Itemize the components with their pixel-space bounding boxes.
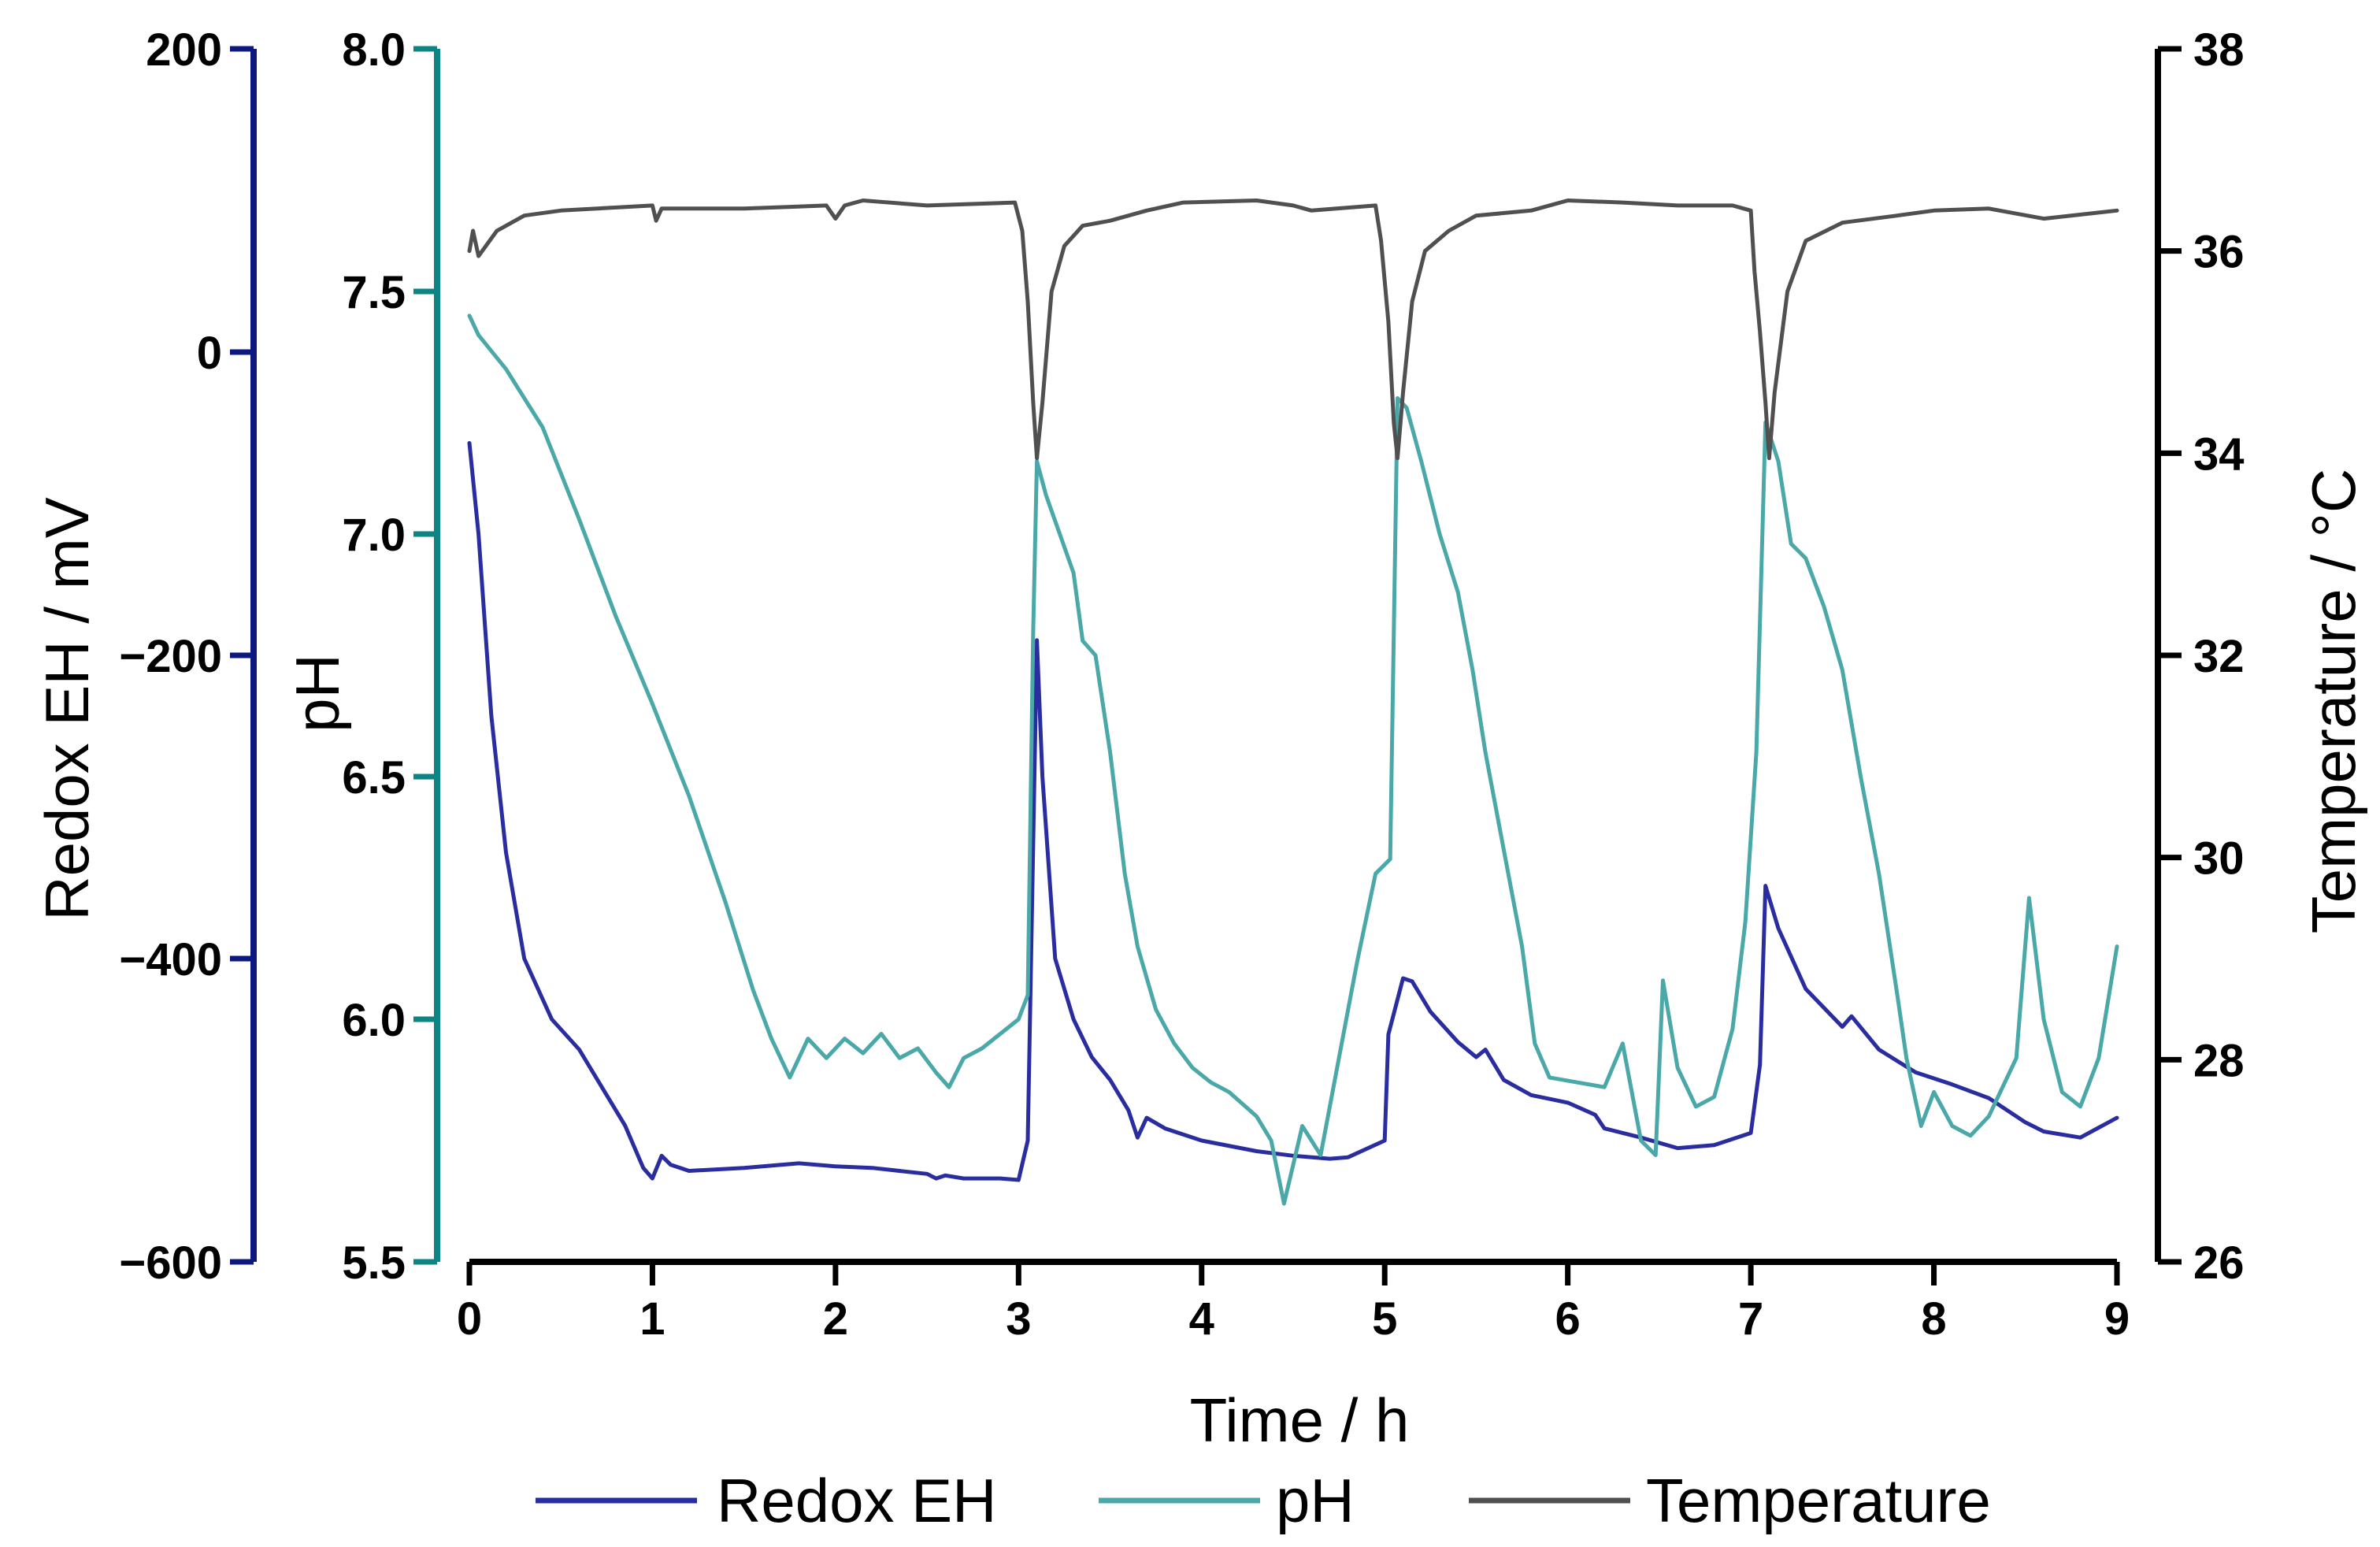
time-tick-label: 1	[639, 1293, 665, 1345]
temperature-tick-label: 36	[2193, 227, 2245, 278]
series-line-ph	[467, 313, 2119, 1206]
temperature-tick-label: 30	[2193, 833, 2245, 885]
temperature-tick-label: 26	[2193, 1237, 2245, 1289]
temperature-tick-label: 34	[2193, 428, 2245, 480]
time-tick-label: 0	[457, 1293, 482, 1345]
time-axis: 0 1 2 3 4 5 6 7 8 9 Time / h	[457, 1259, 2130, 1455]
time-tick-label: 7	[1738, 1293, 1763, 1345]
temperature-tick-label: 28	[2193, 1035, 2245, 1086]
ph-tick-label: 7.0	[342, 510, 406, 561]
series-layer	[467, 198, 2119, 1206]
series-line-redox-eh	[467, 441, 2119, 1182]
temperature-axis-title: Temperature / °C	[2299, 469, 2368, 933]
temperature-tick-label: 32	[2193, 631, 2245, 682]
time-axis-title: Time / h	[1190, 1386, 1410, 1455]
ph-tick-label: 7.5	[342, 267, 406, 318]
time-tick-label: 3	[1006, 1293, 1031, 1345]
ph-tick-label: 6.5	[342, 752, 406, 803]
series-line-temperature	[467, 198, 2119, 461]
ph-tick-label: 5.5	[342, 1237, 406, 1289]
legend-label-temperature: Temperature	[1646, 1466, 1991, 1535]
redox-tick-label: −200	[119, 631, 222, 682]
time-tick-label: 6	[1555, 1293, 1581, 1345]
time-ticks: 0 1 2 3 4 5 6 7 8 9	[457, 1262, 2130, 1345]
temperature-axis: 38 36 34 32 30 28 26 Temperature / °C	[2155, 24, 2368, 1289]
legend: Redox EH pH Temperature	[536, 1466, 1991, 1535]
ph-tick-label: 8.0	[342, 24, 406, 76]
redox-tick-label: 200	[146, 24, 222, 76]
redox-axis-title: Redox EH / mV	[32, 497, 102, 921]
redox-ticks: 200 0 −200 −400 −600	[119, 24, 254, 1289]
time-tick-label: 8	[1921, 1293, 1946, 1345]
ph-ticks: 8.0 7.5 7.0 6.5 6.0 5.5	[342, 24, 437, 1289]
time-tick-label: 4	[1189, 1293, 1214, 1345]
redox-axis: 200 0 −200 −400 −600 Redox EH / mV	[32, 24, 257, 1289]
temperature-ticks: 38 36 34 32 30 28 26	[2158, 24, 2245, 1289]
temperature-tick-label: 38	[2193, 24, 2245, 76]
ph-tick-label: 6.0	[342, 995, 406, 1046]
time-tick-label: 5	[1372, 1293, 1397, 1345]
redox-tick-label: −400	[119, 934, 222, 985]
ph-axis-title: pH	[283, 654, 352, 733]
time-tick-label: 9	[2104, 1293, 2130, 1345]
redox-tick-label: 0	[197, 328, 222, 379]
redox-tick-label: −600	[119, 1237, 222, 1289]
legend-label-ph: pH	[1276, 1466, 1355, 1535]
time-tick-label: 2	[823, 1293, 848, 1345]
ph-axis: 8.0 7.5 7.0 6.5 6.0 5.5 pH	[283, 24, 440, 1289]
legend-label-redox: Redox EH	[717, 1466, 997, 1535]
